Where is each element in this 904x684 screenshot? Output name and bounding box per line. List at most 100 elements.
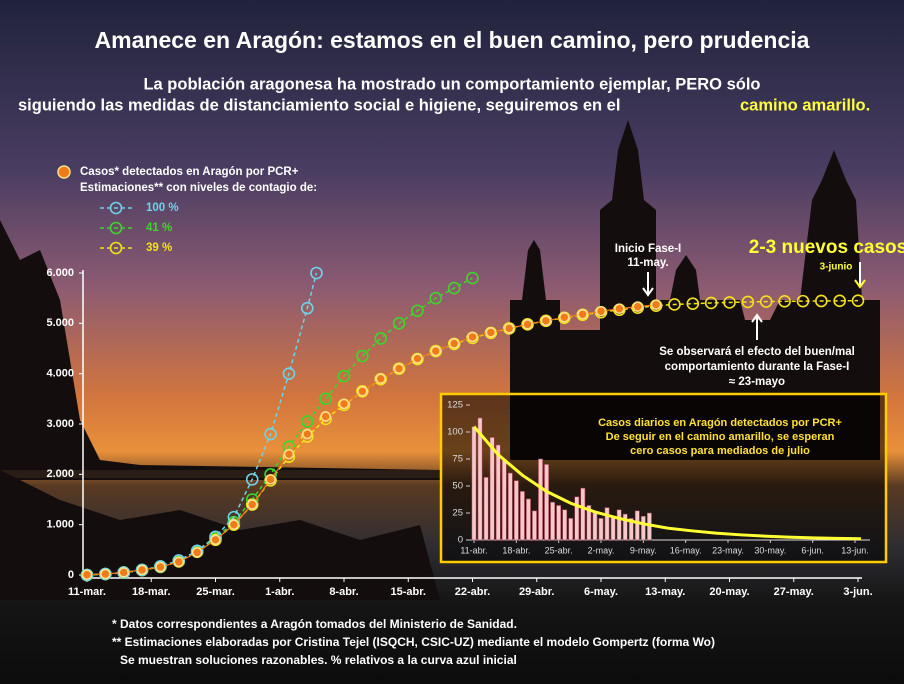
x-tick-label: 27-may.: [774, 586, 814, 598]
annotation: comportamiento durante la Fase-I: [665, 361, 850, 373]
legend-label: Casos* detectados en Aragón por PCR+: [80, 166, 299, 178]
bar: [514, 481, 518, 540]
bar: [593, 513, 597, 540]
infographic: Amanece en Aragón: estamos en el buen ca…: [0, 0, 904, 684]
data-point: [450, 339, 459, 348]
annotation: 11-may.: [627, 257, 668, 269]
data-point: [652, 300, 661, 309]
bar: [641, 516, 645, 540]
data-point: [138, 565, 147, 574]
y-tick-label: 75: [452, 454, 463, 465]
data-point: [211, 535, 220, 544]
data-point: [395, 364, 404, 373]
x-tick-label: 16-may.: [670, 545, 702, 555]
x-tick-label: 20-may.: [709, 586, 749, 598]
x-tick-label: 11-abr.: [460, 545, 487, 555]
x-tick-label: 15-abr.: [391, 586, 426, 598]
x-tick-label: 13-jun.: [841, 545, 869, 555]
title: Amanece en Aragón: estamos en el buen ca…: [95, 27, 810, 53]
footnote: ** Estimaciones elaboradas por Cristina …: [112, 635, 715, 649]
bar: [520, 491, 524, 540]
annotation: ≈ 23-mayo: [729, 376, 785, 388]
bar: [526, 499, 530, 540]
data-point: [468, 332, 477, 341]
x-tick-label: 18-mar.: [132, 586, 171, 598]
y-tick-label: 0: [458, 535, 463, 546]
data-point: [615, 304, 624, 313]
data-point: [578, 310, 587, 319]
inset-title: De seguir en el camino amarillo, se espe…: [606, 431, 835, 443]
bar: [484, 477, 488, 540]
bar: [563, 510, 567, 540]
data-point: [597, 307, 606, 316]
annotation: 2-3 nuevos casos: [749, 237, 904, 258]
x-tick-label: 1-abr.: [265, 586, 294, 598]
x-tick-label: 25-abr.: [545, 545, 573, 555]
bar: [502, 459, 506, 540]
y-tick-label: 4.000: [46, 368, 74, 380]
bar: [532, 511, 536, 540]
x-tick-label: 29-abr.: [519, 586, 554, 598]
inset-title: Casos diarios en Aragón detectados por P…: [598, 417, 842, 429]
y-tick-label: 100: [447, 427, 463, 438]
bar: [490, 437, 494, 540]
data-point: [560, 313, 569, 322]
bar: [599, 518, 603, 540]
data-point: [486, 328, 495, 337]
legend-marker: [58, 166, 70, 178]
y-tick-label: 50: [452, 481, 463, 492]
data-point: [266, 475, 275, 484]
bar: [551, 502, 555, 540]
page: {"chart_data":[ {"type":"line", "title":…: [0, 0, 904, 684]
legend-label: 100 %: [146, 202, 179, 214]
y-tick-label: 6.000: [46, 267, 74, 279]
x-tick-label: 8-abr.: [329, 586, 358, 598]
data-point: [523, 320, 532, 329]
data-point: [340, 399, 349, 408]
data-point: [303, 430, 312, 439]
data-point: [174, 557, 183, 566]
legend-label: 39 %: [146, 242, 172, 254]
bar: [575, 497, 579, 540]
x-tick-label: 11-mar.: [68, 586, 106, 598]
data-point: [413, 354, 422, 363]
bar: [538, 459, 542, 540]
data-point: [119, 568, 128, 577]
annotation: Inicio Fase-I: [615, 243, 681, 255]
x-tick-label: 6-jun.: [801, 545, 824, 555]
y-tick-label: 5.000: [46, 317, 74, 329]
bar: [544, 464, 548, 540]
bar: [581, 488, 585, 540]
legend-label: 41 %: [146, 222, 172, 234]
bar: [557, 505, 561, 540]
x-tick-label: 9-may.: [630, 545, 657, 555]
legend-title: Estimaciones** con niveles de contagio d…: [80, 182, 317, 194]
subtitle: siguiendo las medidas de distanciamiento…: [18, 96, 620, 114]
data-point: [156, 562, 165, 571]
x-tick-label: 25-mar.: [196, 586, 235, 598]
data-point: [541, 316, 550, 325]
y-tick-label: 25: [452, 508, 463, 519]
data-point: [101, 569, 110, 578]
x-tick-label: 13-may.: [645, 586, 685, 598]
y-tick-label: 1.000: [46, 519, 74, 531]
data-point: [505, 324, 514, 333]
subtitle-highlight: camino amarillo.: [740, 96, 870, 114]
data-point: [321, 412, 330, 421]
data-point: [193, 548, 202, 557]
data-point: [633, 302, 642, 311]
data-point: [376, 374, 385, 383]
x-tick-label: 23-may.: [712, 545, 744, 555]
x-tick-label: 2-may.: [588, 545, 615, 555]
y-tick-label: 3.000: [46, 418, 74, 430]
data-point: [83, 570, 92, 579]
x-tick-label: 18-abr.: [502, 545, 530, 555]
bar: [635, 511, 639, 540]
y-tick-label: 0: [68, 569, 74, 581]
x-tick-label: 22-abr.: [455, 586, 490, 598]
x-tick-label: 3-jun.: [843, 586, 872, 598]
x-tick-label: 30-may.: [754, 545, 786, 555]
data-point: [358, 387, 367, 396]
x-tick-label: 6-may.: [584, 586, 618, 598]
bar: [617, 510, 621, 540]
